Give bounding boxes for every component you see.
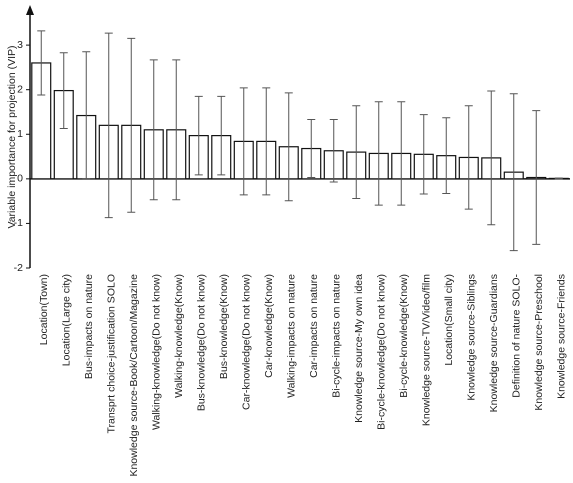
- x-tick-label: Knowledge source-Siblings: [466, 274, 478, 401]
- error-bar: [532, 110, 541, 245]
- x-tick-label: Bi-cycle-knowledge(Do not know): [376, 274, 388, 430]
- error-bar: [82, 51, 91, 180]
- error-bar: [37, 30, 46, 96]
- x-tick-label: Location(Town): [38, 274, 50, 345]
- x-tick-label: Bi-cycle-impacts on nature: [331, 274, 343, 398]
- x-tick-label: Knowledge source-My own idea: [353, 274, 365, 423]
- x-tick-label: Bus-impacts on nature: [83, 274, 95, 379]
- x-tick-label: Car-knowledge(Do not know): [241, 274, 253, 410]
- error-bar: [329, 119, 338, 183]
- error-bar: [149, 59, 158, 201]
- x-tick-label: Bus-knowledge(Do not know): [196, 274, 208, 411]
- error-bar: [554, 177, 563, 180]
- x-tick-label: Knowledge source-TV/Video/film: [421, 274, 433, 426]
- error-bar: [239, 87, 248, 196]
- y-tick-label: -1: [14, 217, 23, 229]
- error-bar: [217, 95, 226, 176]
- error-bar: [104, 32, 113, 219]
- error-bar: [352, 105, 361, 199]
- y-axis-arrow: [26, 5, 34, 15]
- y-tick-label: 1: [17, 128, 23, 140]
- error-bar: [487, 90, 496, 226]
- error-bar: [464, 105, 473, 210]
- error-bar: [419, 114, 428, 195]
- x-tick-label: Walking-knowledge(Know): [173, 274, 185, 398]
- x-tick-label: Knowledge source-Preschool: [533, 274, 545, 411]
- x-tick-label: Location(Small city): [443, 274, 455, 366]
- error-bar: [59, 52, 68, 129]
- error-bar: [284, 92, 293, 202]
- y-axis-label: Variable importance for projection (VIP): [6, 45, 18, 228]
- x-tick-label: Location(Large city): [61, 274, 73, 366]
- error-bar: [374, 101, 383, 206]
- error-bar: [397, 101, 406, 206]
- error-bar: [262, 87, 271, 196]
- x-tick-label: Knowledge source-Guardians: [488, 274, 500, 412]
- x-tick-label: Car-knowledge(Know): [263, 274, 275, 378]
- x-tick-label: Car-impacts on nature: [308, 274, 320, 378]
- y-tick-label: 3: [17, 39, 23, 51]
- x-tick-label: Transprt choice-justification SOLO: [106, 274, 118, 434]
- error-bar: [442, 117, 451, 195]
- x-tick-label: Walking-impacts on nature: [286, 274, 298, 398]
- y-tick-label: 0: [17, 173, 23, 185]
- x-tick-label: Knowledge source-Book/Cartoon/Magazine: [128, 274, 140, 477]
- y-tick-label: -2: [14, 262, 23, 274]
- error-bar: [509, 93, 518, 252]
- x-tick-label: Knowledge source-Friends: [556, 274, 568, 399]
- error-bar: [307, 119, 316, 179]
- error-bar: [127, 37, 136, 213]
- x-tick-label: Bi-cycle-knowledge(Know): [398, 274, 410, 398]
- x-tick-label: Bus-knowledge(Know): [218, 274, 230, 379]
- error-bar: [172, 59, 181, 201]
- error-bar: [194, 95, 203, 176]
- x-tick-label: Definition of nature SOLO-: [511, 274, 523, 398]
- x-tick-label: Walking-knowledge(Do not know): [151, 274, 163, 430]
- y-tick-label: 2: [17, 83, 23, 95]
